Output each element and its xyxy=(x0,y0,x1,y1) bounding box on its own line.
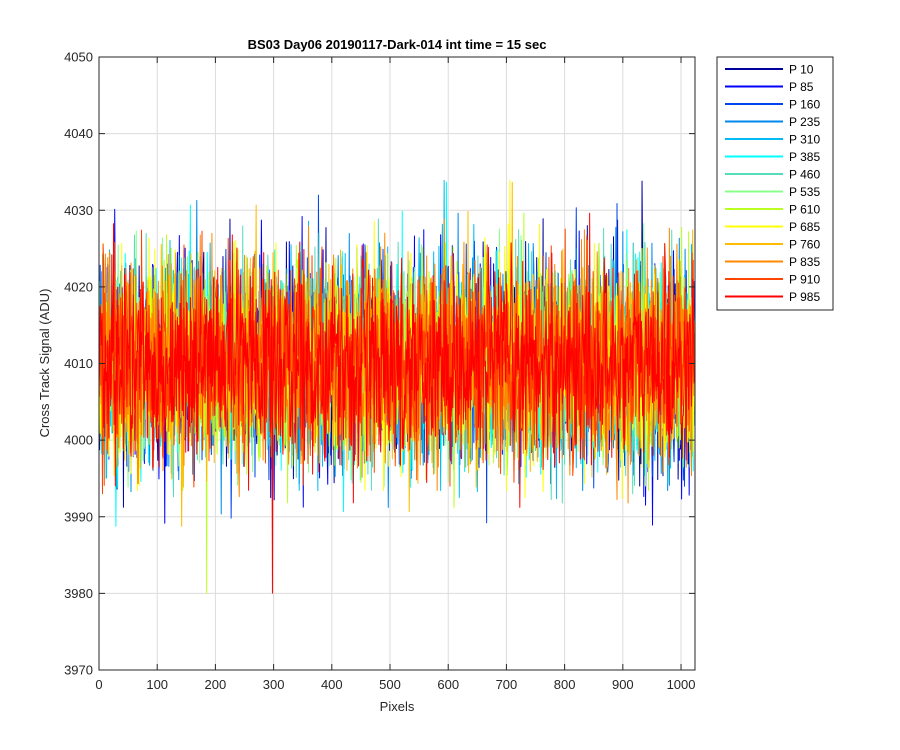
chart-title: BS03 Day06 20190117-Dark-014 int time = … xyxy=(248,37,547,52)
series-lines xyxy=(99,179,695,594)
legend-entry: P 235 xyxy=(789,115,820,129)
legend-entry: P 385 xyxy=(789,150,820,164)
x-tick-label: 100 xyxy=(146,677,168,692)
y-tick-label: 4050 xyxy=(64,50,93,65)
legend-entry: P 610 xyxy=(789,203,820,217)
x-tick-label: 600 xyxy=(437,677,459,692)
x-axis-label: Pixels xyxy=(380,699,415,714)
series-line-p-910 xyxy=(99,228,695,495)
y-tick-label: 4010 xyxy=(64,356,93,371)
x-tick-label: 700 xyxy=(496,677,518,692)
legend-entry: P 760 xyxy=(789,238,820,252)
y-tick-label: 4040 xyxy=(64,126,93,141)
legend-entry: P 985 xyxy=(789,290,820,304)
x-tick-label: 900 xyxy=(612,677,634,692)
legend: P 10 P 85 P 160 P 235 P 310 P 385 P 460 P 535 P … xyxy=(716,56,834,311)
legend-entry: P 160 xyxy=(789,98,820,112)
legend-entry: P 835 xyxy=(789,255,820,269)
legend-entry: P 85 xyxy=(789,80,814,94)
x-tick-label: 800 xyxy=(554,677,576,692)
x-tick-label: 200 xyxy=(205,677,227,692)
legend-entry: P 910 xyxy=(789,273,820,287)
x-tick-label: 400 xyxy=(321,677,343,692)
y-tick-label: 3970 xyxy=(64,663,93,678)
y-tick-label: 3990 xyxy=(64,509,93,524)
legend-entry: P 10 xyxy=(789,63,814,77)
x-tick-label: 0 xyxy=(95,677,102,692)
x-tick-label: 500 xyxy=(379,677,401,692)
y-tick-label: 4000 xyxy=(64,433,93,448)
y-axis-label: Cross Track Signal (ADU) xyxy=(37,289,52,438)
series-line-p-985 xyxy=(99,212,695,594)
legend-box xyxy=(716,56,834,311)
legend-entry: P 460 xyxy=(789,168,820,182)
y-tick-label: 4030 xyxy=(64,203,93,218)
y-tick-label: 3980 xyxy=(64,586,93,601)
axes: 0 100 200 300 400 500 600 700 800 900 1000 3970 3980… xyxy=(64,50,695,693)
legend-entry: P 535 xyxy=(789,185,820,199)
y-tick-label: 4020 xyxy=(64,279,93,294)
x-tick-label: 1000 xyxy=(667,677,696,692)
legend-entry: P 310 xyxy=(789,133,820,147)
legend-entry: P 685 xyxy=(789,220,820,234)
x-tick-label: 300 xyxy=(263,677,285,692)
